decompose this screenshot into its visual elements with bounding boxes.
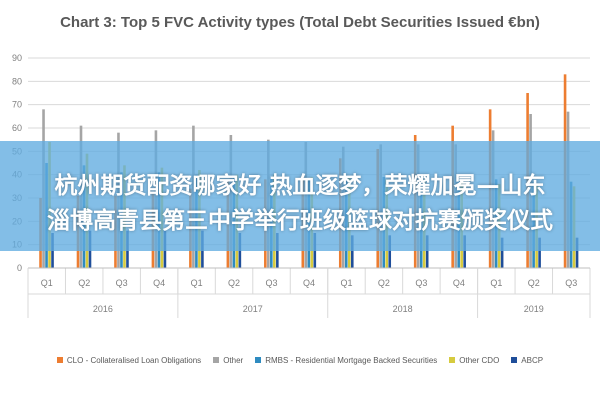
bar (538, 237, 541, 268)
x-tick-label: Q4 (153, 278, 165, 288)
legend-label: CLO - Collateralised Loan Obligations (66, 355, 202, 365)
x-tick-label: Q2 (228, 278, 240, 288)
y-tick-label: 60 (12, 123, 22, 133)
bar (575, 237, 579, 268)
x-tick-label: Q1 (41, 278, 53, 288)
x-tick-label: Q1 (340, 278, 352, 288)
overlay-text-line-2: 淄博高青县第三中学举行班级篮球对抗赛颁奖仪式 (47, 208, 553, 234)
x-tick-label: Q3 (266, 278, 278, 288)
legend-item: Other CDO (449, 356, 499, 365)
bar (350, 235, 354, 268)
year-label: 2016 (93, 304, 113, 314)
year-label: 2018 (393, 304, 413, 314)
x-tick-label: Q3 (116, 278, 128, 288)
legend-item: ABCP (511, 356, 543, 365)
legend-label: Other (223, 355, 244, 365)
legend-label: Other CDO (459, 355, 500, 365)
x-tick-label: Q4 (453, 278, 465, 288)
x-tick-label: Q1 (490, 278, 502, 288)
x-tick-label: Q2 (78, 278, 90, 288)
y-tick-label: 90 (12, 53, 22, 63)
bar (388, 235, 392, 268)
legend-item: CLO - Collateralised Loan Obligations (56, 355, 202, 365)
legend-swatch (56, 357, 63, 363)
chart-legend: CLO - Collateralised Loan Obligations Oth… (0, 350, 600, 370)
legend-swatch (213, 357, 220, 363)
x-tick-label: Q3 (415, 278, 427, 288)
legend-item: RMBS - Residential Mortgage Backed Secur… (255, 356, 437, 365)
overlay-text-line-1: 杭州期货配资哪家好 热血逐梦，荣耀加冕—山东 (54, 173, 546, 199)
year-label: 2017 (243, 304, 263, 314)
x-tick-label: Q4 (303, 278, 315, 288)
y-tick-label: 70 (12, 100, 22, 110)
x-tick-label: Q2 (378, 278, 390, 288)
overlay-banner: 杭州期货配资哪家好 热血逐梦，荣耀加冕—山东 淄博高青县第三中学举行班级篮球对抗… (0, 141, 600, 251)
legend-swatch (255, 357, 262, 363)
legend-item: Other (213, 356, 243, 365)
bar (425, 235, 429, 268)
bar (500, 237, 504, 268)
bar (463, 235, 466, 268)
x-tick-label: Q2 (528, 278, 540, 288)
x-tick-label: Q3 (565, 278, 577, 288)
y-tick-label: 0 (17, 263, 22, 273)
x-tick-label: Q1 (191, 278, 203, 288)
legend-label: RMBS - Residential Mortgage Backed Secur… (265, 355, 438, 365)
legend-label: ABCP (521, 355, 544, 365)
y-tick-label: 80 (12, 76, 22, 86)
legend-swatch (511, 357, 518, 363)
year-label: 2019 (524, 304, 544, 314)
legend-swatch (449, 357, 456, 363)
chart-title: Chart 3: Top 5 FVC Activity types (Total… (60, 14, 540, 31)
